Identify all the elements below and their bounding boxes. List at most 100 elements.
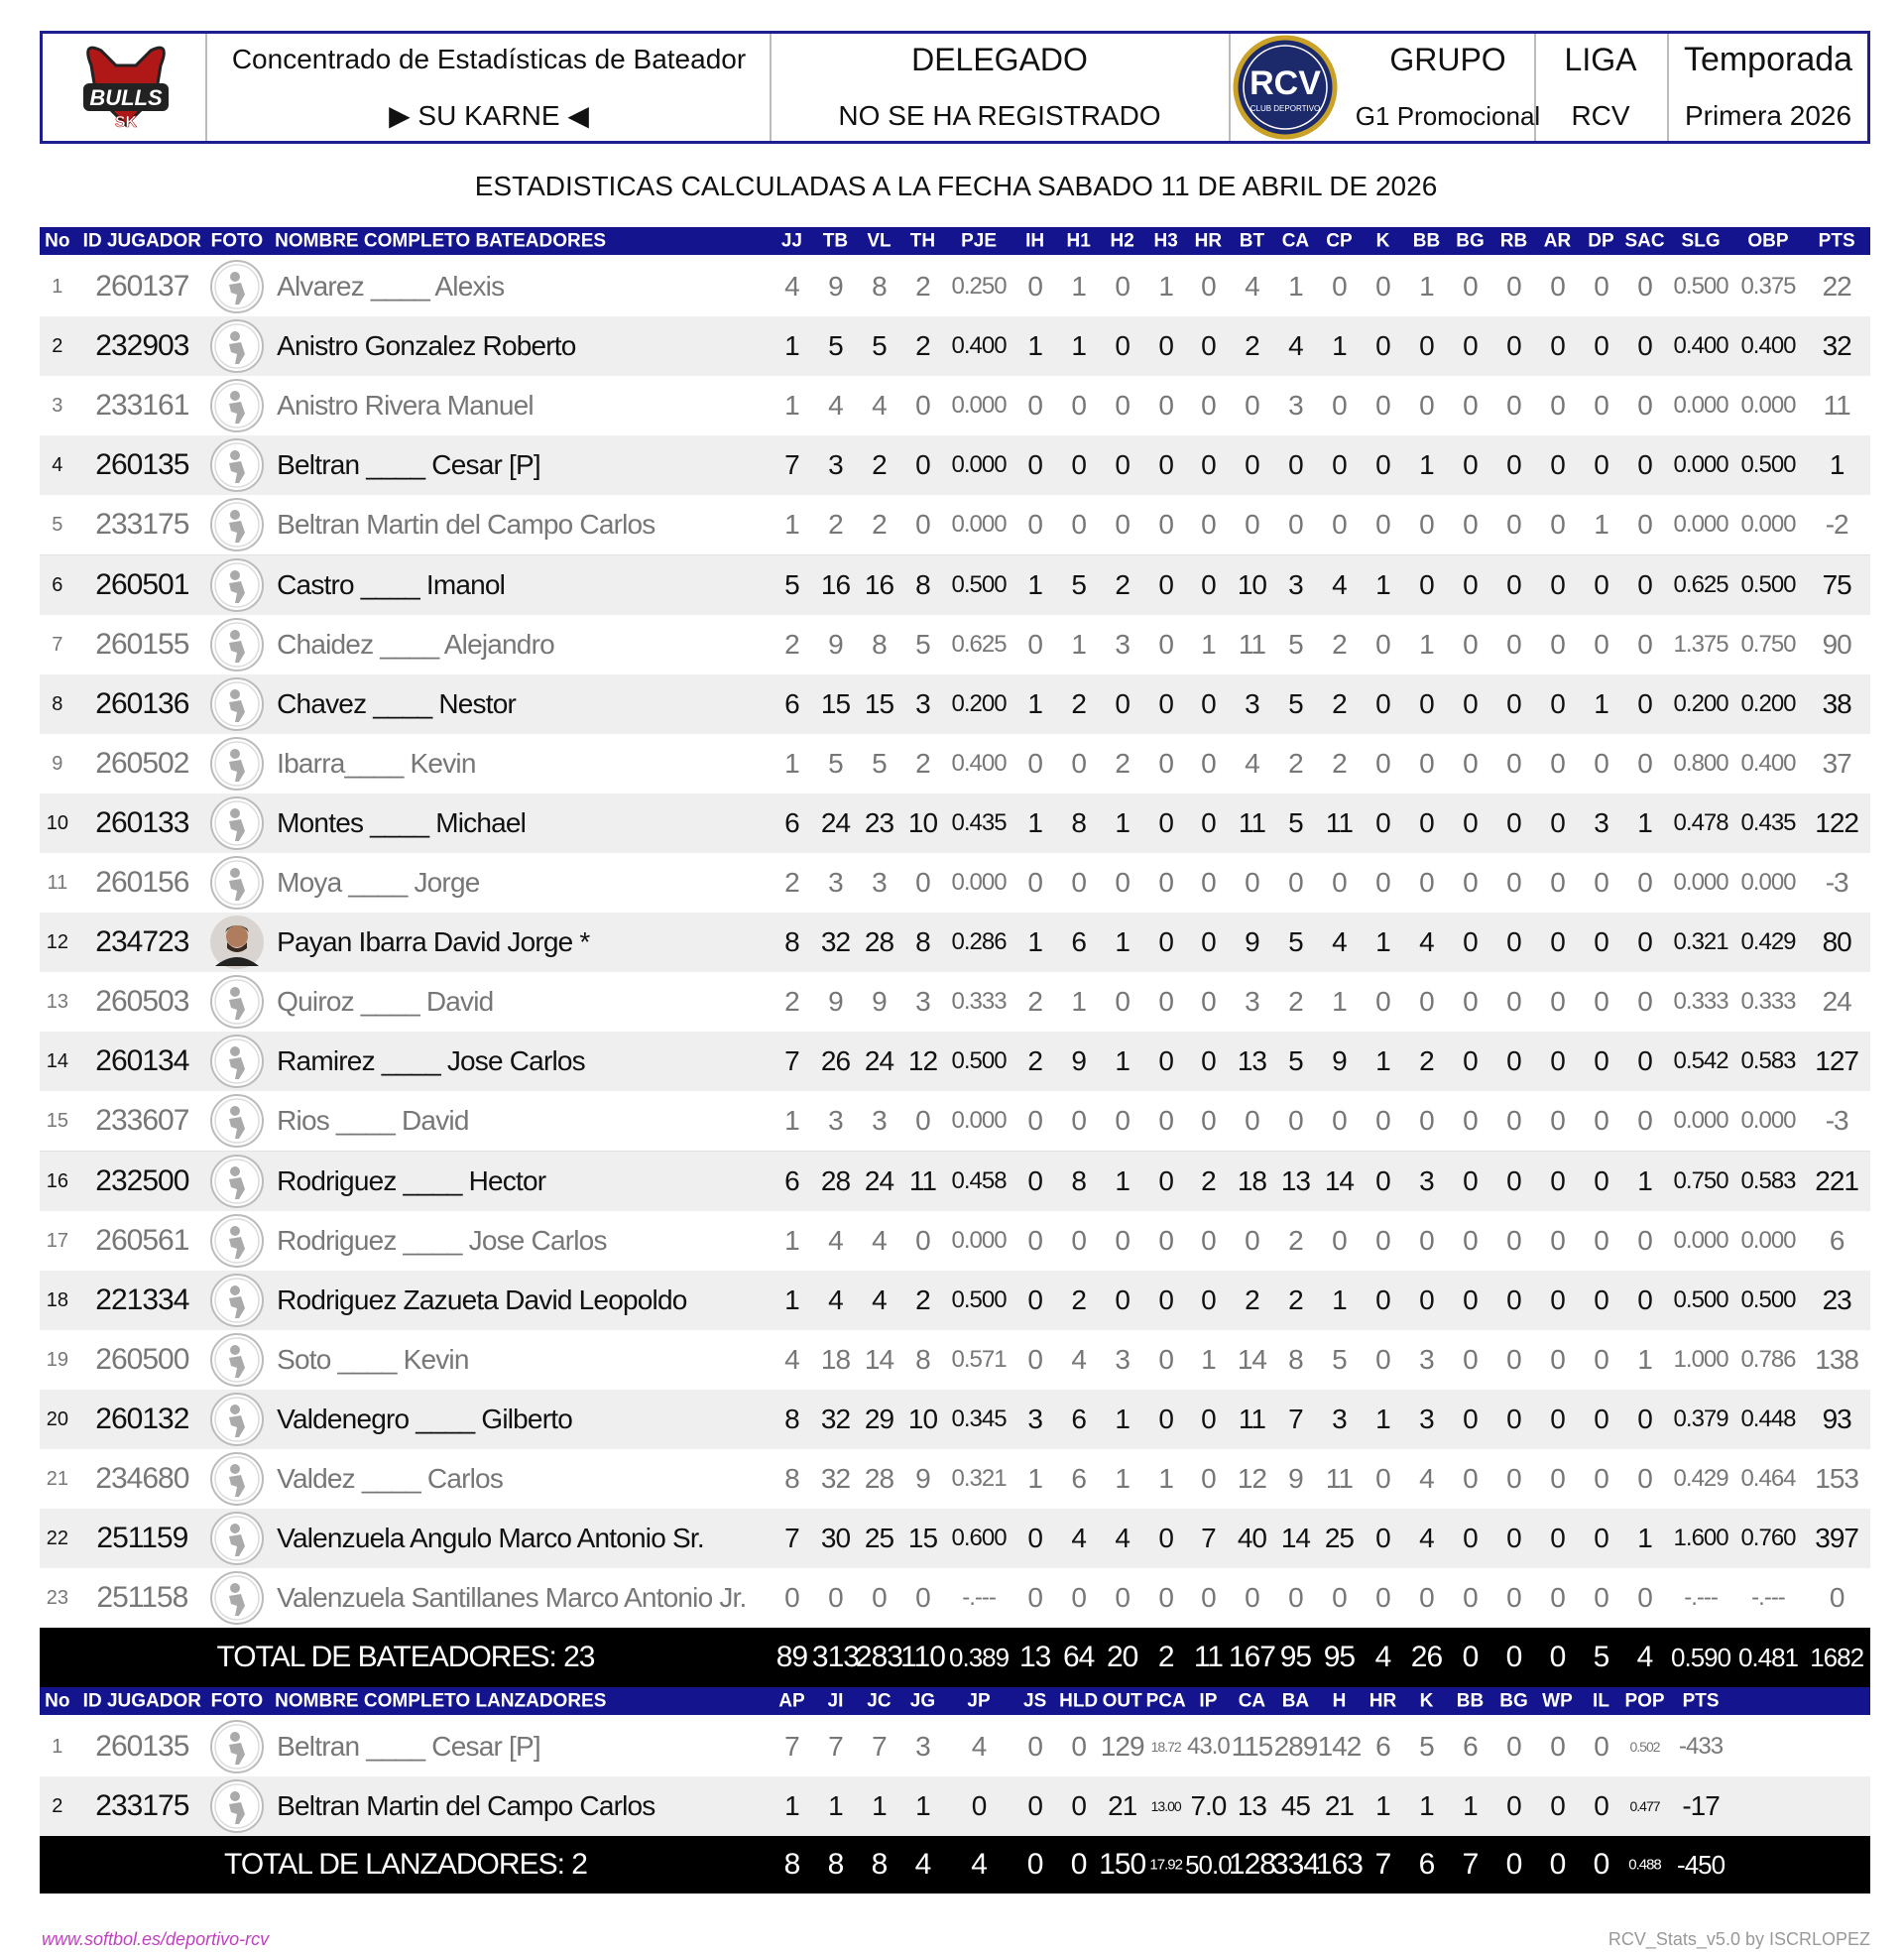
stat-value: 3 (1115, 628, 1130, 660)
column-header: CA (1238, 1690, 1266, 1712)
stat-value: 0 (1071, 390, 1087, 422)
stat-value: -433 (1679, 1733, 1724, 1760)
column-header: CP (1326, 230, 1353, 252)
stat-value: 3 (1419, 1403, 1435, 1434)
column-header: K (1375, 230, 1390, 252)
player-id: 260133 (95, 805, 189, 839)
stat-value: 0 (1201, 449, 1217, 481)
stat-value: 6 (1071, 1403, 1087, 1434)
stat-value: 0 (1506, 390, 1522, 422)
stat-value: 18 (820, 1343, 851, 1375)
column-header-bar (40, 1687, 1870, 1715)
column-header: No (45, 230, 70, 252)
stat-value: 1 (784, 330, 800, 362)
stat-value: 0 (1550, 867, 1566, 899)
stat-value: 3 (1245, 687, 1260, 719)
total-value: 20 (1106, 1641, 1138, 1673)
player-photo (209, 975, 264, 1030)
stat-value: 0 (1594, 1731, 1609, 1762)
total-value: 0.488 (1628, 1856, 1662, 1874)
stat-value: 0 (1463, 1105, 1479, 1137)
stat-value: 0 (1115, 1224, 1130, 1256)
stat-value: 4 (872, 1283, 888, 1315)
stat-value: 0 (1637, 509, 1653, 541)
player-photo (209, 916, 264, 970)
stat-value: 0 (1288, 509, 1304, 541)
stat-value: 1 (1115, 1403, 1130, 1434)
stat-value: 1 (1288, 271, 1304, 303)
stat-value: 3 (1027, 1403, 1043, 1434)
stat-value: 0 (1550, 330, 1566, 362)
player-id: 260137 (95, 270, 189, 304)
stat-value: 6 (1071, 926, 1087, 958)
row-number: 10 (46, 811, 68, 834)
stat-value: 11 (1238, 1403, 1266, 1434)
stat-value: 2 (1115, 747, 1130, 779)
table-row (40, 1389, 1870, 1450)
stat-value: 12 (907, 1045, 938, 1077)
stat-value: 3 (915, 1731, 931, 1762)
stat-value: 8 (915, 926, 931, 958)
total-value: 5 (1593, 1641, 1610, 1673)
table-row (40, 733, 1870, 794)
total-value: 0.590 (1671, 1643, 1731, 1672)
stat-value: 0 (1115, 1105, 1130, 1137)
total-value: 0.481 (1737, 1643, 1799, 1672)
stat-value: 1 (784, 1790, 800, 1821)
stat-value: 0 (1550, 628, 1566, 660)
stat-value: 0 (915, 867, 931, 899)
stat-value: 0 (1463, 1463, 1479, 1495)
stat-value: 11 (1325, 1463, 1354, 1495)
column-header: BA (1281, 1690, 1310, 1712)
stat-value: 1 (784, 747, 800, 779)
stat-value: 0 (1375, 628, 1391, 660)
stat-value: 6 (784, 806, 800, 838)
stat-value: 32 (820, 1463, 851, 1495)
player-name: Valenzuela Angulo Marco Antonio Sr. (277, 1523, 704, 1554)
row-number: 19 (46, 1348, 68, 1371)
stat-value: 1 (784, 509, 800, 541)
player-name: Rodriguez Zazueta David Leopoldo (277, 1283, 687, 1315)
column-header: BT (1239, 230, 1265, 252)
stat-value: 6 (1829, 1224, 1845, 1256)
stat-value: 0 (1419, 390, 1435, 422)
player-id: 260132 (95, 1402, 189, 1435)
row-number: 18 (46, 1288, 68, 1311)
stat-value: 23 (1822, 1283, 1852, 1315)
stat-value: 0 (1463, 568, 1479, 600)
stat-value: 0 (1506, 1045, 1522, 1077)
stat-value: 0 (1419, 747, 1435, 779)
stat-value: 0 (1027, 1790, 1043, 1821)
footer-credit: RCV_Stats_v5.0 by ISCRLOPEZ (1607, 1929, 1870, 1949)
column-header: DP (1588, 230, 1614, 252)
stat-value: 1 (1027, 806, 1043, 838)
stat-value: 0.321 (951, 1465, 1008, 1493)
total-value: 167 (1228, 1641, 1276, 1673)
stat-value: 0 (1158, 568, 1174, 600)
stat-value: 6 (1375, 1731, 1391, 1762)
stat-value: 1 (1201, 1343, 1217, 1375)
total-value: 4 (1636, 1641, 1654, 1673)
stat-value: 0 (1288, 1105, 1304, 1137)
total-value: 7 (1462, 1848, 1480, 1881)
stat-value: 0 (1115, 867, 1130, 899)
stat-value: 0 (1550, 449, 1566, 481)
stat-value: 32 (820, 926, 851, 958)
total-value: 110 (900, 1641, 946, 1673)
column-header: PTS (1682, 1690, 1720, 1712)
player-photo (209, 438, 264, 493)
stat-value: 4 (1419, 1463, 1435, 1495)
stat-value: 0 (915, 390, 931, 422)
stat-value: 2 (784, 986, 800, 1018)
stat-value: 4 (872, 390, 888, 422)
player-id: 234723 (95, 925, 189, 959)
total-value: 283 (855, 1641, 903, 1673)
stat-value: 0 (1594, 628, 1609, 660)
stat-value: 1 (872, 1790, 888, 1821)
player-name: Payan Ibarra David Jorge * (277, 926, 590, 958)
stat-value: 4 (828, 1224, 844, 1256)
stat-value: 80 (1822, 926, 1852, 958)
stat-value: 3 (1332, 1403, 1348, 1434)
stat-value: 9 (872, 986, 888, 1018)
player-id: 260561 (95, 1223, 189, 1257)
